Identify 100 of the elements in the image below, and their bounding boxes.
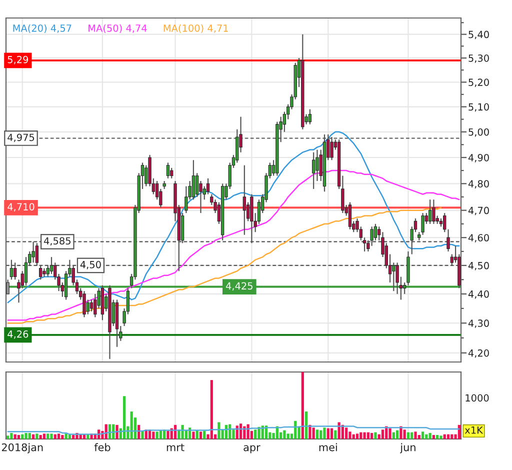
bar xyxy=(320,430,322,439)
bar xyxy=(374,432,377,439)
bar xyxy=(24,432,28,439)
bar xyxy=(316,430,319,439)
y-tick-label: 4,90 xyxy=(468,154,489,162)
x-tick-label: apr xyxy=(244,445,260,454)
x-tick-label: jun xyxy=(400,443,416,454)
candlestick xyxy=(82,290,86,318)
bar xyxy=(46,434,50,439)
bar xyxy=(440,436,442,439)
candlestick xyxy=(312,152,316,190)
bar xyxy=(360,432,362,439)
bar xyxy=(218,422,220,439)
candlestick xyxy=(242,164,246,236)
candlestick xyxy=(308,108,312,125)
bar xyxy=(57,434,60,439)
bar xyxy=(141,430,144,439)
bar xyxy=(21,434,24,439)
y-tick-label: 4,60 xyxy=(468,234,489,242)
bar xyxy=(428,432,432,439)
ref-line-label: 4,425 xyxy=(226,282,252,291)
bar xyxy=(450,434,454,439)
bar xyxy=(323,428,326,439)
bar xyxy=(458,424,460,439)
bar xyxy=(122,396,126,439)
bar xyxy=(348,432,352,439)
candlestick xyxy=(6,279,10,294)
bar xyxy=(403,430,406,439)
y-tick-label: 4,20 xyxy=(468,349,489,358)
bar xyxy=(352,434,355,439)
bar xyxy=(330,428,334,439)
bar xyxy=(392,432,395,439)
bar xyxy=(414,432,417,439)
x-tick-label: mei xyxy=(319,443,337,452)
bar xyxy=(156,432,158,439)
bar xyxy=(199,432,202,439)
ref-line-label: 5,29 xyxy=(8,56,28,64)
bar xyxy=(301,372,304,439)
bar xyxy=(326,428,330,439)
candlestick xyxy=(428,199,432,224)
bar xyxy=(421,432,424,439)
bar xyxy=(42,434,46,439)
x-tick-label: mrt xyxy=(166,444,184,452)
candlestick xyxy=(170,167,174,179)
candlestick xyxy=(432,199,436,224)
ref-line-label: 4,50 xyxy=(80,260,101,270)
bar xyxy=(64,434,68,439)
bar xyxy=(446,434,450,439)
bar xyxy=(54,434,56,439)
text: MA(50) 4,74 xyxy=(88,24,147,33)
y-tick-label: 4,80 xyxy=(468,180,489,188)
bar xyxy=(363,432,366,439)
bar xyxy=(345,428,348,439)
bar xyxy=(14,434,16,439)
bar xyxy=(152,432,155,439)
bar xyxy=(443,434,446,439)
bar xyxy=(32,434,35,439)
y-tick-label: 5,10 xyxy=(468,103,489,112)
candlestick xyxy=(443,212,446,233)
bar xyxy=(192,432,195,439)
bar xyxy=(286,434,290,439)
y-tick-label: 4,30 xyxy=(468,320,489,328)
bar xyxy=(36,434,38,439)
bar xyxy=(246,424,250,439)
bar xyxy=(10,432,13,439)
bar xyxy=(166,430,170,439)
bar xyxy=(356,434,359,439)
y-tick-label: 5,00 xyxy=(468,128,489,137)
bar xyxy=(418,434,420,439)
x-tick-label: 2018jan xyxy=(2,443,43,454)
ref-line-label: 4,710 xyxy=(8,203,34,212)
ref-line-label: 4,26 xyxy=(8,330,28,339)
bar xyxy=(312,428,315,439)
bar xyxy=(210,380,213,439)
bar xyxy=(39,434,42,439)
y-tick-label: 4,50 xyxy=(468,262,489,270)
bar xyxy=(410,432,414,439)
bar xyxy=(6,436,10,439)
bar xyxy=(17,434,20,439)
bar xyxy=(130,412,133,439)
bar xyxy=(61,434,64,439)
candlestick xyxy=(192,160,196,200)
y-tick-label: 4,40 xyxy=(468,290,489,299)
bar xyxy=(254,430,257,439)
x-tick-label: feb xyxy=(94,443,110,452)
candlestick xyxy=(90,299,94,312)
bar xyxy=(334,430,337,439)
candlestick xyxy=(348,202,352,230)
bar xyxy=(432,434,436,439)
candlestick xyxy=(166,162,170,179)
bar xyxy=(203,430,206,439)
bar xyxy=(436,434,439,439)
bar xyxy=(406,432,410,439)
y-tick-label: 5,20 xyxy=(468,78,489,87)
y-tick-label: 5,30 xyxy=(468,54,489,63)
bar xyxy=(283,430,286,439)
bar xyxy=(396,430,399,439)
bar xyxy=(50,434,53,439)
y-tick-label: 5,40 xyxy=(468,30,489,40)
bar xyxy=(28,432,31,439)
